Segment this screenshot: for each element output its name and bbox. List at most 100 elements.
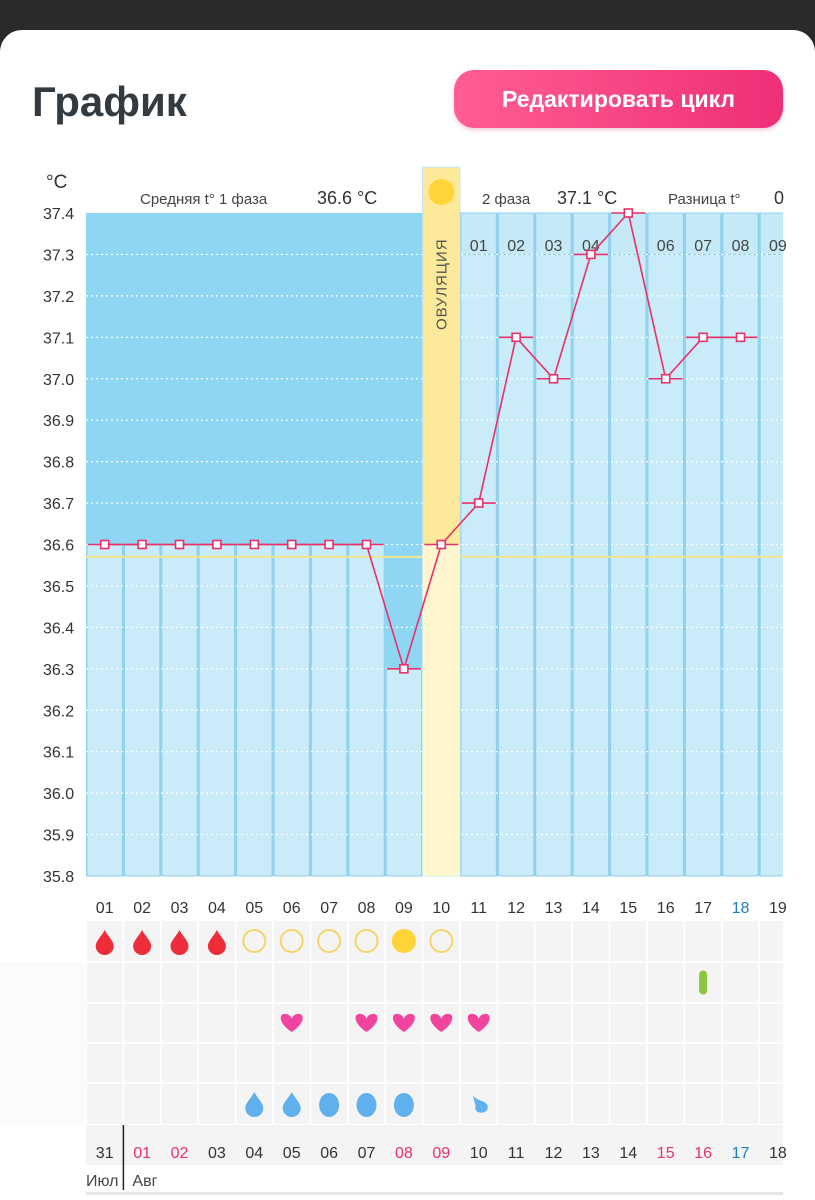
symptom-cell xyxy=(609,1003,647,1043)
symptom-cell xyxy=(86,962,124,1003)
cycle-day-label: 19 xyxy=(769,900,787,917)
y-tick-label: 37.2 xyxy=(43,289,74,306)
symptom-cell xyxy=(235,1003,274,1043)
symptom-cell xyxy=(123,1003,161,1043)
phase2-day-label: 08 xyxy=(732,238,750,255)
symptom-cell xyxy=(273,1043,311,1083)
phase2-day-header xyxy=(572,212,610,255)
y-tick-label: 36.1 xyxy=(43,745,74,762)
y-tick-label: 37.4 xyxy=(43,206,74,223)
symptom-cell xyxy=(310,1083,348,1125)
y-tick-label: 36.0 xyxy=(43,786,74,803)
date-row-background xyxy=(86,1125,783,1165)
calendar-date-label: 15 xyxy=(657,1145,675,1162)
calendar-date-label: 12 xyxy=(545,1145,563,1162)
y-tick-label: 37.0 xyxy=(43,372,74,389)
symptom-cell xyxy=(497,962,535,1003)
calendar-date-label: 17 xyxy=(732,1145,750,1162)
spotting-circle-icon xyxy=(429,929,454,953)
calendar-date-label: 03 xyxy=(208,1145,226,1162)
calendar-date-label: 07 xyxy=(358,1145,376,1162)
ovulation-day-circle-icon xyxy=(391,929,416,953)
menstruation-drop-icon xyxy=(133,930,152,956)
ovulation-test-icon xyxy=(699,970,708,995)
symptom-cell xyxy=(235,1043,274,1083)
cycle-day-label: 10 xyxy=(432,900,450,917)
symptom-cell xyxy=(385,1043,423,1083)
symptom-cell xyxy=(684,1043,722,1083)
calendar-date-label: 04 xyxy=(245,1145,263,1162)
y-tick-label: 37.3 xyxy=(43,247,74,264)
chart-sheet: График Редактировать цикл 37.4 37.3 37.2 37… xyxy=(0,30,815,1200)
mucus-drop-icon xyxy=(282,1092,301,1117)
temperature-bar xyxy=(572,212,610,877)
intercourse-heart-icon xyxy=(392,1013,415,1032)
diff-label: Разница t° xyxy=(668,191,741,208)
symptom-cell xyxy=(198,1083,236,1125)
symptom-cell xyxy=(235,920,274,962)
symptom-cell xyxy=(647,962,685,1003)
phase2-day-header xyxy=(460,212,497,255)
symptom-cell xyxy=(759,1083,783,1125)
symptom-cell xyxy=(609,920,647,962)
calendar-date-label: 11 xyxy=(508,1145,525,1162)
symptom-cell xyxy=(86,1003,124,1043)
symptom-cell xyxy=(647,1043,685,1083)
month-label-august: Авг xyxy=(132,1173,157,1190)
temperature-point xyxy=(174,539,185,550)
temperature-point xyxy=(436,539,447,550)
edit-cycle-button[interactable]: Редактировать цикл xyxy=(454,70,783,128)
cycle-day-label: 14 xyxy=(582,900,600,917)
symptom-cell xyxy=(198,1043,236,1083)
symptom-cell xyxy=(198,962,236,1003)
temperature-bar xyxy=(610,212,647,877)
month-label-july: Июл xyxy=(86,1173,118,1190)
temperature-chart[interactable]: 37.4 37.3 37.2 37.1 37.0 36.9 36.8 36.7 36.6 36.5… xyxy=(0,30,815,1200)
calendar-date-label: 18 xyxy=(769,1145,787,1162)
y-tick-label: 36.6 xyxy=(43,538,74,555)
y-axis-unit-label: °C xyxy=(46,172,67,193)
symptom-cell xyxy=(460,962,498,1003)
cycle-day-label: 03 xyxy=(171,900,189,917)
mucus-blob-icon xyxy=(393,1093,414,1117)
y-tick-label: 36.4 xyxy=(43,620,74,637)
calendar-date-label: 01 xyxy=(133,1145,151,1162)
y-tick-label: 35.8 xyxy=(43,869,74,886)
spotting-circle-icon xyxy=(354,929,379,953)
symptom-cell xyxy=(310,1003,348,1043)
symptom-cell xyxy=(273,962,311,1003)
symptom-cell xyxy=(647,920,685,962)
temperature-bar xyxy=(647,212,684,877)
symptom-cell xyxy=(86,1083,124,1125)
calendar-date-label: 09 xyxy=(432,1145,450,1162)
phase2-label: 2 фаза xyxy=(482,191,531,208)
symptom-cell xyxy=(721,920,760,962)
intercourse-heart-icon xyxy=(355,1013,378,1032)
ovulation-sun-icon xyxy=(428,179,455,205)
menstruation-drop-icon xyxy=(95,930,114,955)
mucus-drop-icon xyxy=(245,1092,264,1118)
symptom-cell xyxy=(572,920,610,962)
symptom-cell xyxy=(460,1043,498,1083)
symptom-cell xyxy=(235,962,274,1003)
symptom-cell xyxy=(198,1003,236,1043)
symptom-cell xyxy=(647,1083,685,1125)
symptom-cell xyxy=(721,1083,760,1125)
symptom-cell xyxy=(609,962,647,1003)
symptom-cell xyxy=(347,920,386,962)
symptom-cell xyxy=(273,920,311,962)
symptom-cell xyxy=(422,920,461,962)
cycle-day-label: 17 xyxy=(694,900,712,917)
cycle-day-label: 15 xyxy=(619,900,637,917)
calendar-date-label: 02 xyxy=(171,1145,189,1162)
temperature-bar xyxy=(684,212,722,877)
symptom-cell xyxy=(123,1083,161,1125)
symptom-cell xyxy=(347,1043,386,1083)
calendar-date-label: 08 xyxy=(395,1145,413,1162)
symptom-cell xyxy=(609,1083,647,1125)
y-tick-label: 36.8 xyxy=(43,455,74,472)
spotting-circle-icon xyxy=(242,929,267,953)
ovulation-column-lower xyxy=(422,544,460,876)
symptom-cell xyxy=(160,1083,199,1125)
cycle-day-label: 07 xyxy=(320,900,338,917)
